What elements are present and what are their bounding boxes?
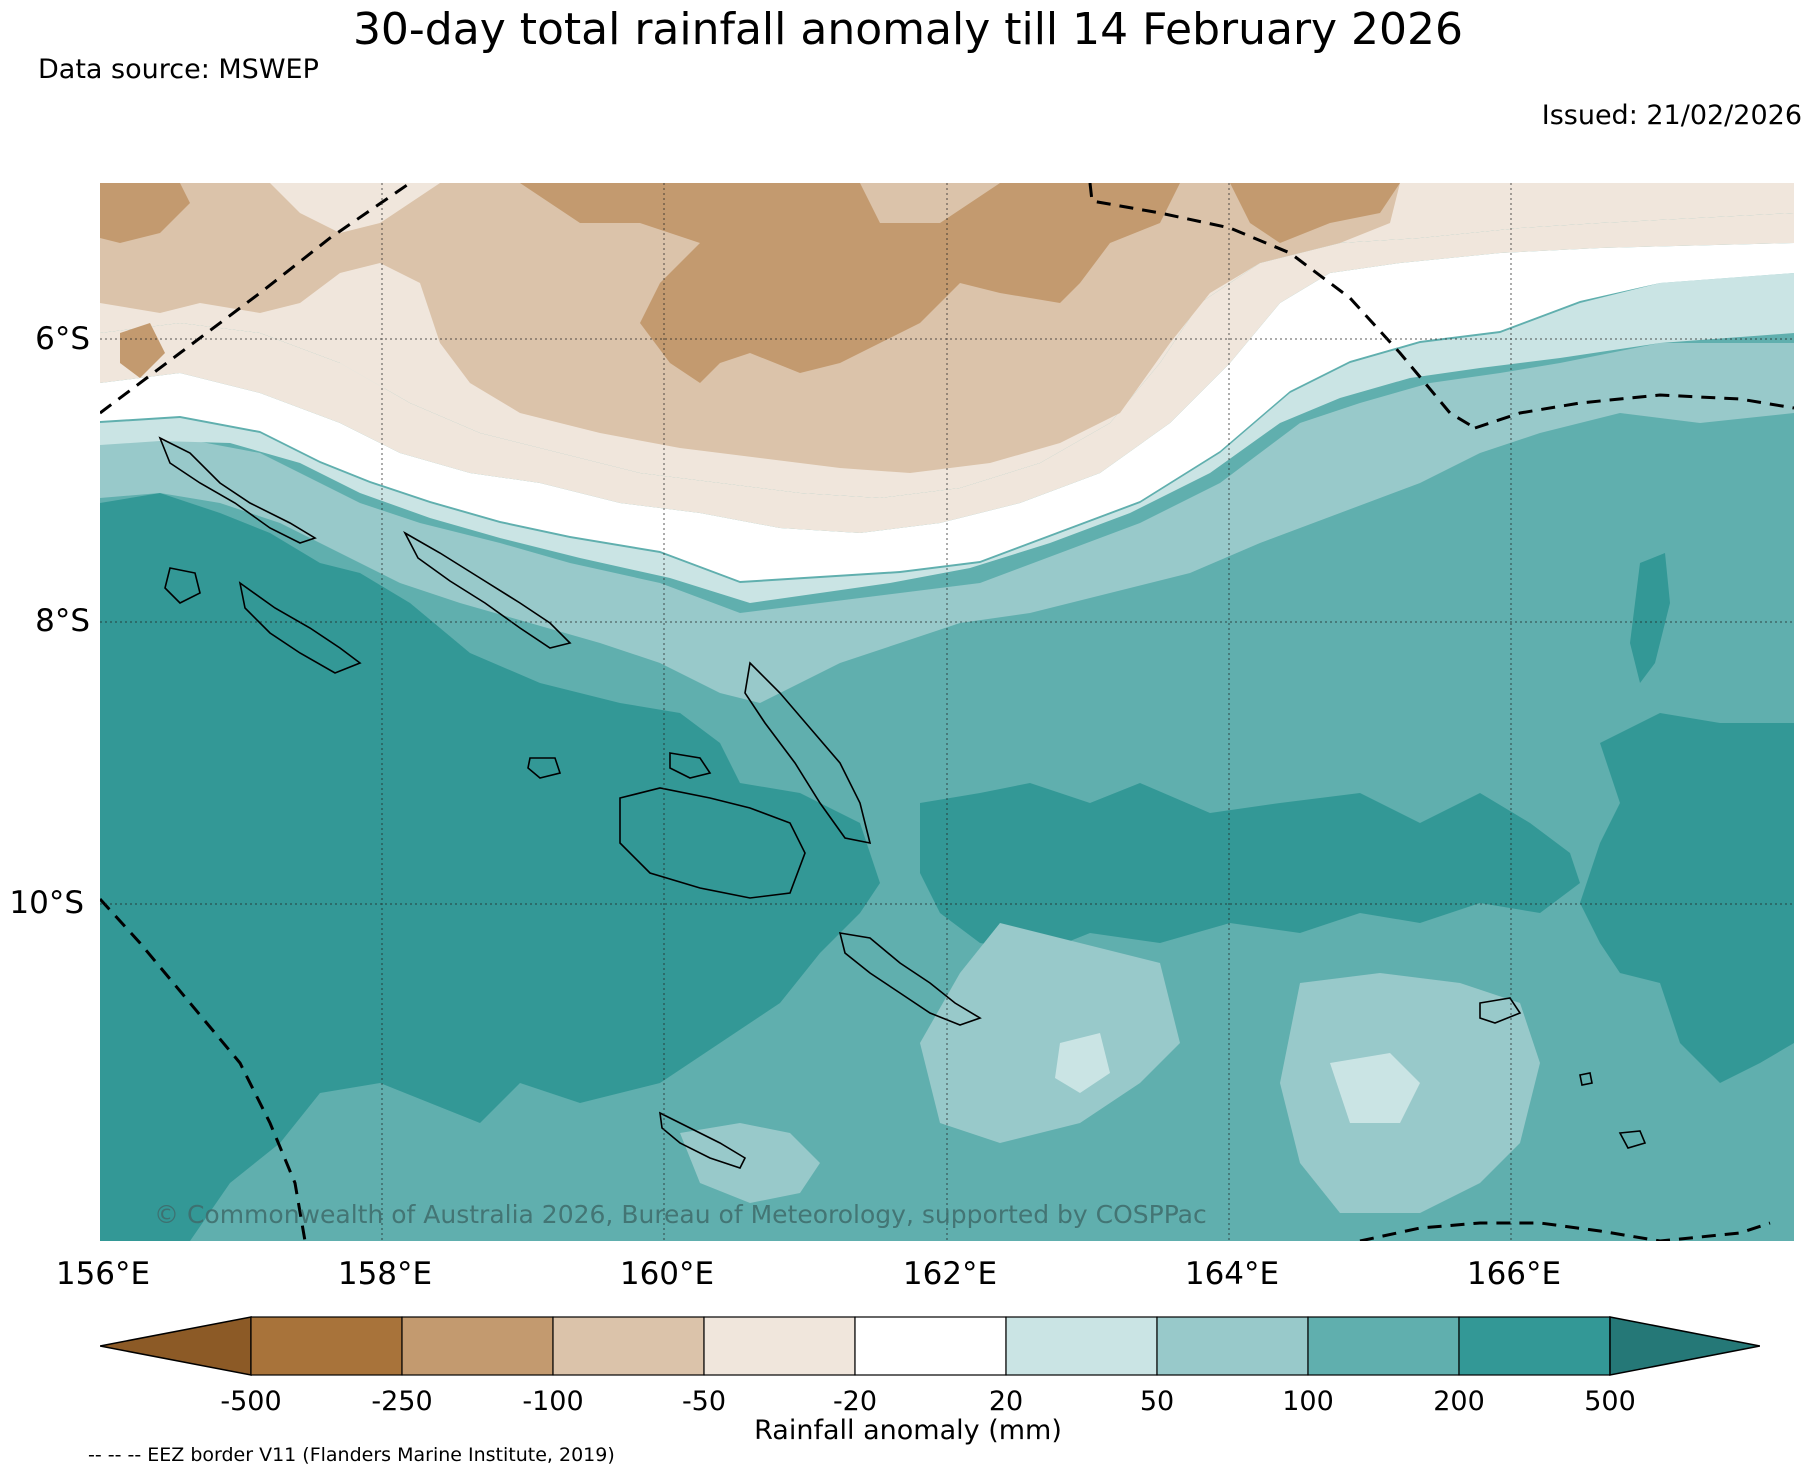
colorbar-bin-9 [1458, 1316, 1611, 1376]
colorbar-extend-max [1609, 1316, 1760, 1376]
colorbar-tick: 20 [988, 1386, 1024, 1417]
lon-label-160e: 160°E [619, 1256, 715, 1292]
colorbar-tick: 200 [1433, 1386, 1485, 1417]
island-florida [669, 752, 712, 779]
anomaly-200-500-ne [1630, 553, 1670, 683]
graticule [100, 183, 1794, 1241]
eez-border-ne-arc [1088, 183, 1476, 430]
colorbar-tick: -500 [220, 1386, 282, 1417]
anomaly-minus100-250-center [520, 183, 1180, 383]
anomaly-minus100-250-east [1230, 183, 1400, 243]
issued-date: Issued: 21/02/2026 [1541, 100, 1802, 131]
eez-border-se [1359, 1221, 1771, 1241]
island-vella-lavella [164, 567, 201, 604]
anomaly-200-500-west [100, 493, 880, 1241]
anomaly-minus100-250-nw [100, 183, 190, 243]
island-guadalcanal [619, 787, 806, 899]
lat-label-6s: 6°S [35, 321, 90, 357]
map-title: 30-day total rainfall anomaly till 14 Fe… [352, 4, 1464, 55]
colorbar-bin-2 [401, 1316, 554, 1376]
colorbar-extend-min [100, 1316, 252, 1376]
anomaly-20-50-patch-2 [1330, 1053, 1420, 1123]
colorbar-tick: -50 [681, 1386, 727, 1417]
colorbar-tick: 50 [1139, 1386, 1175, 1417]
lon-label-162e: 162°E [902, 1256, 998, 1292]
lat-label-8s: 8°S [35, 603, 90, 639]
anomaly-20-50-band [100, 273, 1794, 603]
anomaly-20-50-patch-3 [1055, 1033, 1110, 1093]
anomaly-near-zero-band [100, 243, 1794, 581]
anomaly-minus20-50-band [100, 213, 1794, 533]
lon-label-156e: 156°E [55, 1256, 151, 1292]
rainfall-map [100, 183, 1794, 1241]
eez-borders [100, 183, 1794, 1241]
coastlines [158, 436, 1647, 1169]
colorbar-tick: 100 [1282, 1386, 1334, 1417]
colorbar [100, 1316, 1760, 1376]
island-bougainville [158, 436, 317, 544]
anomaly-50-100-band [100, 343, 1794, 703]
island-santa-isabel [744, 661, 872, 845]
lon-label-158e: 158°E [337, 1256, 433, 1292]
colorbar-bin-1 [250, 1316, 403, 1376]
island-tikopia [1579, 1072, 1593, 1086]
island-russell [527, 757, 562, 779]
lon-label-166e: 166°E [1466, 1256, 1562, 1292]
anomaly-200-500-east [1580, 713, 1794, 1083]
island-choiseul [403, 530, 572, 649]
lon-label-164e: 164°E [1184, 1256, 1280, 1292]
colorbar-bin-3 [552, 1316, 705, 1376]
island-malaita [838, 932, 982, 1026]
eez-border-sw [100, 897, 307, 1241]
colorbar-tick: -100 [522, 1386, 584, 1417]
copyright-notice: © Commonwealth of Australia 2026, Bureau… [154, 1200, 1207, 1229]
colorbar-tick: 500 [1584, 1386, 1636, 1417]
colorbar-bin-6 [1005, 1316, 1158, 1376]
colorbar-bin-7 [1156, 1316, 1309, 1376]
island-makira [659, 1111, 747, 1169]
anomaly-50-100-south [920, 923, 1180, 1143]
island-new-georgia [238, 581, 362, 674]
colorbar-bin-4 [703, 1316, 856, 1376]
colorbar-tick: -250 [371, 1386, 433, 1417]
data-source-label: Data source: MSWEP [38, 54, 319, 85]
eez-border-ne [1474, 393, 1794, 430]
lat-label-10s: 10°S [9, 885, 84, 921]
island-santa-cruz [1479, 997, 1522, 1024]
colorbar-tick: -20 [832, 1386, 878, 1417]
island-vanikoro [1618, 1130, 1647, 1149]
anomaly-200-500-central [920, 783, 1580, 953]
anomaly-minus100-250-nw2 [120, 323, 165, 378]
colorbar-bin-8 [1307, 1316, 1460, 1376]
colorbar-bin-5 [854, 1316, 1007, 1376]
colorbar-label: Rainfall anomaly (mm) [754, 1415, 1062, 1446]
anomaly-50-100-sw [680, 1123, 820, 1203]
